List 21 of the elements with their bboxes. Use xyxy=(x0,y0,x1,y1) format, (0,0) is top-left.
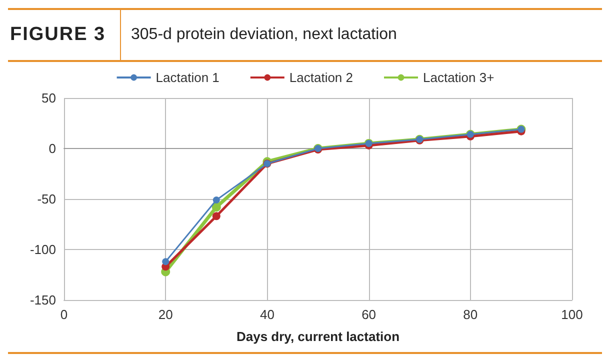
x-axis-title: Days dry, current lactation xyxy=(236,329,400,344)
x-tick-label: 60 xyxy=(362,307,376,322)
chart-title: FIGURE 3 xyxy=(8,10,121,60)
x-tick-label: 0 xyxy=(60,307,68,322)
chart-subtitle: 305-d protein deviation, next lactation xyxy=(130,26,397,44)
point xyxy=(212,196,220,204)
x-tick-label: 80 xyxy=(463,307,478,322)
x-tick-label: 100 xyxy=(561,307,583,322)
legend-label: Lactation 1 xyxy=(156,70,220,85)
legend-label: Lactation 3+ xyxy=(423,70,494,85)
point xyxy=(162,258,170,266)
y-tick-label: -150 xyxy=(30,292,56,308)
y-tick-label: 50 xyxy=(42,90,56,106)
y-tick-label: -100 xyxy=(30,242,56,257)
point xyxy=(212,202,221,212)
x-tick-label: 40 xyxy=(260,307,274,322)
y-tick-label: 0 xyxy=(48,141,56,156)
legend-label: Lactation 2 xyxy=(289,70,354,85)
y-tick-label: -50 xyxy=(37,192,56,206)
x-tick-label: 20 xyxy=(158,307,173,322)
point xyxy=(212,212,220,220)
